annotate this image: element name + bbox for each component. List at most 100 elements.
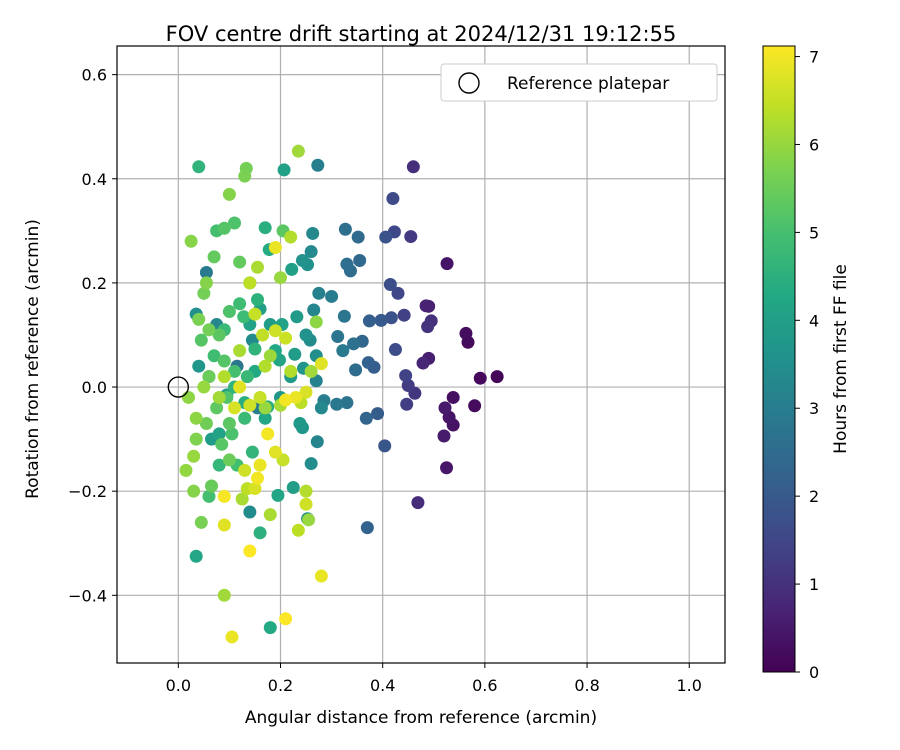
scatter-point — [277, 163, 291, 177]
scatter-point — [251, 293, 265, 307]
scatter-point — [386, 192, 400, 206]
scatter-point — [237, 310, 251, 324]
scatter-point — [217, 221, 231, 235]
scatter-point — [258, 401, 272, 415]
data-points — [179, 144, 504, 644]
scatter-point — [378, 439, 392, 453]
scatter-point — [311, 158, 325, 172]
scatter-point — [205, 479, 219, 493]
scatter-point — [437, 429, 451, 443]
scatter-point — [401, 378, 415, 392]
scatter-point — [421, 320, 435, 334]
scatter-point — [256, 328, 270, 342]
scatter-point — [302, 513, 316, 527]
scatter-point — [210, 401, 224, 415]
colorbar-tick-label: 1 — [809, 575, 819, 594]
scatter-point — [225, 630, 239, 644]
scatter-point — [279, 331, 293, 345]
plot-area: 0.0 0.2 0.4 0.6 0.8 1.0 0.6 0.4 0.2 0.0 −0.2 −0.4 — [68, 45, 726, 695]
x-tick-label: 0.4 — [370, 676, 395, 695]
scatter-point — [304, 364, 318, 378]
x-axis-label: Angular distance from reference (arcmin) — [245, 708, 597, 728]
colorbar-tick-label: 4 — [809, 311, 819, 330]
scatter-point — [268, 241, 282, 255]
colorbar-tick-label: 3 — [809, 399, 819, 418]
scatter-point — [233, 344, 247, 358]
scatter-point — [263, 621, 277, 635]
scatter-point — [299, 497, 313, 511]
scatter-point — [416, 356, 430, 370]
scatter-point — [194, 515, 208, 529]
scatter-point — [330, 397, 344, 411]
scatter-point — [225, 427, 239, 441]
scatter-point — [212, 390, 226, 404]
scatter-point — [314, 569, 328, 583]
scatter-point — [404, 230, 418, 244]
scatter-point — [212, 458, 226, 472]
scatter-point — [340, 257, 354, 271]
scatter-point — [217, 370, 231, 384]
scatter-point — [338, 222, 352, 236]
scatter-point — [197, 286, 211, 300]
scatter-point — [391, 286, 405, 300]
plot-frame — [116, 45, 726, 664]
scatter-point — [233, 380, 247, 394]
scatter-point — [293, 416, 307, 430]
legend-marker-icon — [458, 72, 480, 94]
scatter-point — [383, 277, 397, 291]
scatter-point — [258, 221, 272, 235]
scatter-point — [233, 297, 247, 311]
scatter-point — [306, 226, 320, 240]
scatter-point — [379, 230, 393, 244]
scatter-point — [263, 349, 277, 363]
scatter-point — [314, 357, 328, 371]
scatter-point — [271, 488, 285, 502]
scatter-point — [217, 354, 231, 368]
scatter-point — [202, 323, 216, 337]
scatter-point — [217, 588, 231, 602]
scatter-point — [397, 308, 411, 322]
scatter-point — [199, 265, 213, 279]
scatter-point — [331, 330, 345, 344]
scatter-point — [384, 311, 398, 325]
scatter-point — [440, 461, 454, 475]
scatter-point — [189, 411, 203, 425]
scatter-point — [192, 160, 206, 174]
scatter-point — [253, 390, 267, 404]
scatter-point — [235, 492, 249, 506]
scatter-point — [212, 328, 226, 342]
scatter-point — [288, 347, 302, 361]
legend: Reference platepar — [440, 63, 718, 102]
colorbar-tick-label: 0 — [809, 663, 819, 682]
scatter-point — [284, 230, 298, 244]
scatter-point — [359, 411, 373, 425]
scatter-point — [419, 299, 433, 313]
scatter-point — [406, 160, 420, 174]
y-tick-label: 0.4 — [82, 170, 107, 189]
scatter-point — [222, 453, 236, 467]
scatter-point — [228, 216, 242, 230]
scatter-point — [192, 359, 206, 373]
scatter-point — [187, 449, 201, 463]
scatter-point — [222, 187, 236, 201]
scatter-point — [202, 489, 216, 503]
scatter-point — [238, 169, 252, 183]
scatter-point — [261, 427, 275, 441]
scatter-point — [490, 370, 504, 384]
scatter-point — [468, 399, 482, 413]
scatter-point — [286, 481, 300, 495]
scatter-point — [279, 612, 293, 626]
scatter-point — [459, 326, 473, 340]
legend-box — [440, 63, 718, 102]
scatter-point — [215, 437, 229, 451]
y-axis-ticks: 0.6 0.4 0.2 0.0 −0.2 −0.4 — [68, 66, 117, 605]
scatter-point — [299, 385, 313, 399]
scatter-point — [258, 359, 272, 373]
scatter-point — [253, 458, 267, 472]
scatter-point — [438, 401, 452, 415]
scatter-point — [310, 435, 324, 449]
colorbar-tick-label: 2 — [809, 487, 819, 506]
scatter-point — [233, 255, 247, 269]
scatter-point — [312, 286, 326, 300]
scatter-point — [189, 549, 203, 563]
